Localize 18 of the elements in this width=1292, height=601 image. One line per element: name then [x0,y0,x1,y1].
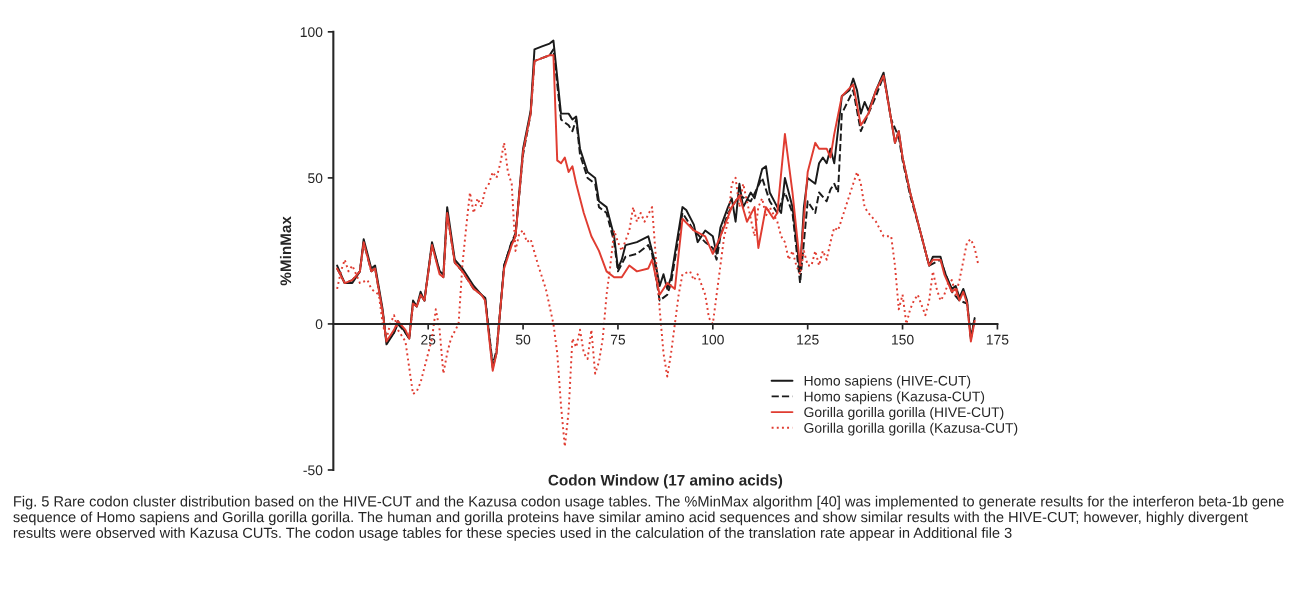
y-tick-label: 100 [300,27,323,38]
legend-label: Homo sapiens (HIVE-CUT) [804,375,971,389]
legend-label: Homo sapiens (Kazusa-CUT) [804,391,985,405]
legend-label: Gorilla gorilla gorilla (Kazusa-CUT) [804,422,1018,436]
x-tick-label: 150 [892,334,914,345]
caption: Fig. 5 Rare codon cluster distribution based on the HIVE-CUT and the Kazusa codon usage tables. The %MinMax algorithm [40] was implemented to generate results for the interferon beta-1b gene sequence of Homo sapiens and Gorilla gorilla gorilla. The human and gorilla proteins have similar amino acid sequences and show similar results with the HIVE-CUT; however, highly divergent results were observed with Kazusa CUTs. The codon usage tables for these species used in the calculation of the translation rate appear in Additional file 3 [13,495,1284,541]
x-tick-label: 25 [421,334,436,345]
y-tick-label: -50 [303,465,323,476]
x-tick-label: 125 [797,334,819,345]
x-tick-label: 175 [986,334,1009,345]
legend-label: Gorilla gorilla gorilla (HIVE-CUT) [804,406,1004,420]
y-tick-label: 50 [308,173,323,184]
y-axis-title: %MinMax [279,216,292,286]
x-tick-label: 75 [610,334,626,345]
x-tick-label: 100 [702,334,724,345]
x-axis-title: Codon Window (17 amino acids) [548,474,783,489]
x-tick-label: 50 [515,334,531,345]
y-tick-label: 0 [315,319,323,330]
